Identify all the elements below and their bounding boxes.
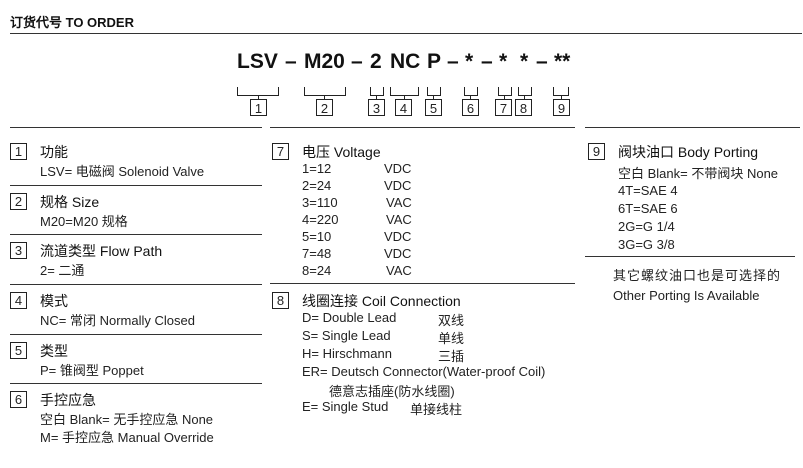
section-number: 1 [10,143,27,160]
column-divider [270,127,575,128]
code-star: * [520,50,529,73]
index-box: 6 [462,99,479,116]
code-2: 2 [370,50,382,73]
code-star: * [465,50,474,73]
code-dash: – [351,50,363,73]
index-box: 3 [368,99,385,116]
section-heading: 功能 [40,144,68,160]
code-m20: M20 [304,50,345,73]
index-box: 1 [250,99,267,116]
code-nc: NC [390,50,421,73]
index-box: 8 [515,99,532,116]
index-box: 7 [495,99,512,116]
code-dash: – [536,50,548,73]
column-divider [10,127,262,128]
code-dash: – [285,50,297,73]
code-stars: ** [554,50,571,73]
code-p: P [427,50,442,73]
option-line: LSV= 电磁阀 Solenoid Valve [40,164,205,179]
index-box: 4 [395,99,412,116]
porting-note-cn: 其它螺纹油口也是可选择的 [613,268,782,283]
code-star: * [499,50,508,73]
column-divider [585,127,800,128]
index-box: 9 [553,99,570,116]
page-title: 订货代号 TO ORDER [10,15,134,30]
porting-note-en: Other Porting Is Available [613,288,760,303]
code-dash: – [447,50,459,73]
code-lsv: LSV [237,50,278,73]
index-box: 5 [425,99,442,116]
index-box: 2 [316,99,333,116]
title-divider [10,33,802,34]
code-dash: – [481,50,493,73]
